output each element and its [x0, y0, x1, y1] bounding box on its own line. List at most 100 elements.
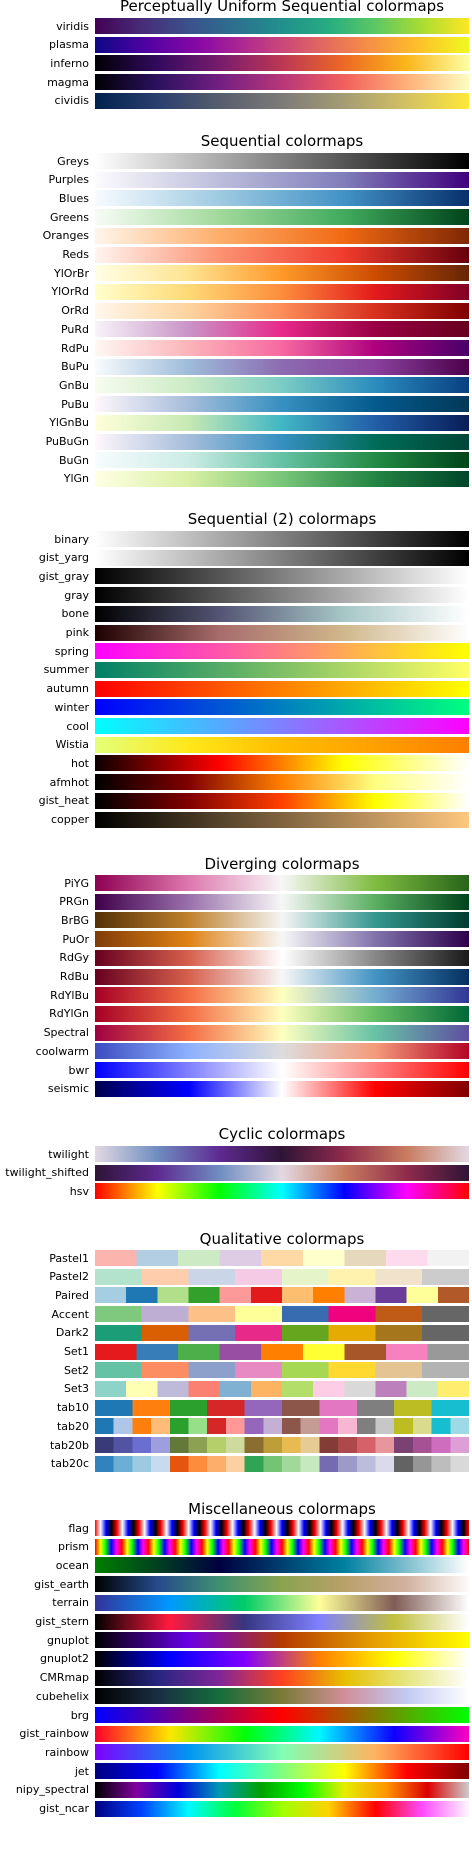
colormap-bar-brbg — [95, 912, 469, 929]
colormap-label: viridis — [56, 19, 89, 33]
colormap-label: spring — [54, 644, 89, 658]
colormap-bar-spring — [95, 643, 469, 660]
colormap-bar-ylgnbu — [95, 414, 469, 431]
colormap-label: Blues — [58, 191, 89, 205]
colormap-bar-afmhot — [95, 774, 469, 791]
colormap-bar-gist-earth — [95, 1576, 469, 1593]
colormap-bar-tab20b — [95, 1437, 469, 1453]
colormap-bar-gist-yarg — [95, 549, 469, 566]
colormap-label: tab10 — [56, 1401, 89, 1415]
colormap-label: PRGn — [59, 895, 89, 909]
colormap-bar-purples — [95, 171, 469, 188]
colormap-label: gray — [64, 588, 89, 602]
colormap-label: RdPu — [60, 341, 89, 355]
colormap-bar-bone — [95, 605, 469, 622]
colormap-bar-dark2 — [95, 1324, 469, 1341]
colormap-label: brg — [70, 1708, 89, 1722]
colormap-label: RdYlGn — [49, 1007, 89, 1021]
colormap-label: prism — [57, 1540, 89, 1554]
colormap-bar-pastel1 — [95, 1250, 469, 1266]
colormap-label: summer — [43, 663, 89, 677]
colormap-label: inferno — [50, 56, 89, 70]
section-title: Qualitative colormaps — [199, 1230, 365, 1248]
colormap-bar-gist-ncar — [95, 1800, 469, 1817]
colormap-bar-rdgy — [95, 949, 469, 966]
colormap-label: gist_yarg — [38, 551, 89, 565]
colormap-label: magma — [47, 75, 89, 89]
colormap-label: PuOr — [62, 932, 89, 946]
colormap-bar-greens — [95, 209, 469, 226]
colormap-label: YlGnBu — [49, 416, 89, 430]
colormap-bar-ocean — [95, 1557, 469, 1574]
colormap-bar-rdbu — [95, 968, 469, 985]
colormap-label: gist_heat — [38, 794, 89, 808]
colormap-label: GnBu — [58, 378, 89, 392]
colormap-bar-brg — [95, 1707, 469, 1723]
colormap-bar-gnuplot2 — [95, 1650, 469, 1667]
colormap-bar-autumn — [95, 680, 469, 697]
colormap-label: pink — [65, 626, 89, 639]
colormap-label: gist_earth — [34, 1577, 89, 1591]
colormap-bar-gist-gray — [95, 568, 469, 585]
colormap-bar-set3 — [95, 1380, 469, 1397]
colormap-label: hot — [70, 756, 89, 770]
colormap-bar-set2 — [95, 1362, 469, 1379]
colormap-bar-cubehelix — [95, 1688, 469, 1705]
colormap-label: gnuplot2 — [39, 1652, 89, 1666]
colormap-label: PuBuGn — [45, 435, 89, 448]
colormap-bar-flag — [95, 1520, 469, 1536]
colormap-bar-pubu — [95, 396, 469, 413]
colormap-label: ocean — [55, 1558, 89, 1572]
colormap-label: Greys — [57, 154, 89, 168]
colormap-label: Purples — [48, 173, 89, 187]
colormap-bar-tab10 — [95, 1399, 469, 1416]
colormap-bar-oranges — [95, 227, 469, 244]
colormap-label: RdBu — [59, 970, 89, 983]
colormap-label: copper — [50, 813, 89, 826]
colormap-label: OrRd — [61, 304, 89, 318]
section-title: Sequential colormaps — [200, 132, 364, 150]
colormap-label: twilight_shifted — [5, 1166, 89, 1180]
colormap-bar-cmrmap — [95, 1669, 469, 1686]
colormap-label: BrBG — [61, 913, 89, 927]
colormap-label: YlOrBr — [53, 266, 89, 280]
colormap-label: PiYG — [64, 876, 89, 890]
colormap-bar-copper — [95, 811, 469, 828]
colormap-bar-pubugn — [95, 433, 469, 450]
colormap-label: Greens — [49, 210, 89, 224]
colormap-bar-spectral — [95, 1024, 469, 1041]
colormap-bar-gist-heat — [95, 792, 469, 809]
colormap-bar-set1 — [95, 1343, 469, 1360]
colormap-bar-ylgn — [95, 470, 469, 487]
colormap-bar-gist-stern — [95, 1613, 469, 1630]
colormap-label: gist_ncar — [39, 1802, 89, 1815]
colormap-bar-rainbow — [95, 1744, 469, 1761]
colormap-bar-cividis — [95, 92, 469, 109]
colormap-bar-hsv — [95, 1183, 469, 1200]
colormap-label: afmhot — [49, 775, 89, 789]
colormap-label: Reds — [62, 248, 89, 261]
colormap-label: cividis — [54, 94, 89, 108]
colormap-label: cool — [66, 719, 89, 733]
colormap-bar-prgn — [95, 893, 469, 910]
section-title: Sequential (2) colormaps — [187, 510, 377, 528]
colormap-label: Wistia — [55, 738, 89, 752]
colormap-bar-plasma — [95, 36, 469, 53]
colormap-bar-gnuplot — [95, 1632, 469, 1649]
colormap-label: flag — [68, 1521, 89, 1535]
colormap-bar-gist-rainbow — [95, 1725, 469, 1742]
section-title: Cyclic colormaps — [218, 1125, 346, 1143]
colormap-bar-paired — [95, 1287, 469, 1304]
colormap-label: gist_rainbow — [19, 1727, 89, 1741]
colormap-label: PuRd — [60, 322, 89, 336]
colormap-bar-bupu — [95, 358, 469, 375]
colormap-bar-terrain — [95, 1594, 469, 1611]
colormap-bar-accent — [95, 1306, 469, 1323]
colormap-bar-orrd — [95, 302, 469, 319]
colormap-bar-rdylbu — [95, 987, 469, 1004]
colormap-bar-bugn — [95, 452, 469, 469]
colormap-label: binary — [54, 532, 89, 546]
section-title: Miscellaneous colormaps — [188, 1500, 376, 1518]
colormap-label: gist_gray — [38, 569, 89, 583]
colormap-bar-hot — [95, 755, 469, 772]
